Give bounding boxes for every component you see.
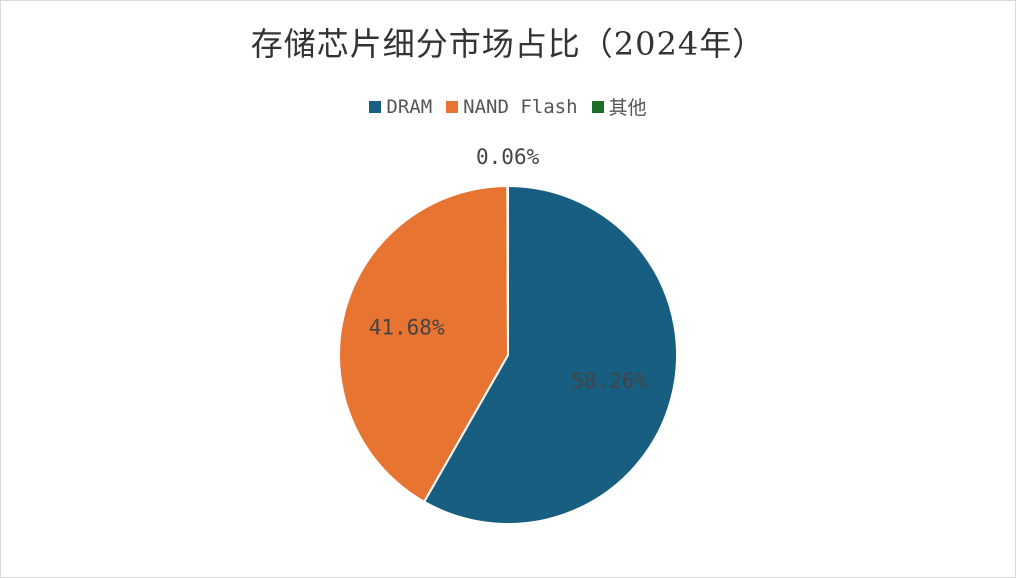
legend-label-other: 其他 <box>608 97 647 119</box>
legend-item-nand-flash: NAND Flash <box>446 95 578 118</box>
pie-slice-other <box>506 184 509 356</box>
legend-swatch-dram <box>369 100 382 113</box>
legend-label-nand-flash: NAND Flash <box>463 95 578 118</box>
legend-swatch-nand-flash <box>446 100 459 113</box>
pie-slice-nand-flash <box>338 184 510 504</box>
pie-data-labels: 58.26% 41.68% 0.06% <box>369 145 648 393</box>
legend: DRAM NAND Flash 其他 <box>1 93 1015 120</box>
pie-slice-dram <box>422 184 678 525</box>
pie-slices <box>338 184 678 525</box>
chart-title: 存储芯片细分市场占比（2024年） <box>250 25 766 63</box>
data-label-dram: 58.26% <box>571 369 647 393</box>
legend-label-dram: DRAM <box>386 95 433 118</box>
legend-swatch-other <box>591 100 604 113</box>
data-label-other: 0.06% <box>476 145 540 169</box>
data-label-nand-flash: 41.68% <box>369 315 445 339</box>
legend-item-dram: DRAM <box>369 96 432 118</box>
legend-item-other: 其他 <box>591 93 647 120</box>
